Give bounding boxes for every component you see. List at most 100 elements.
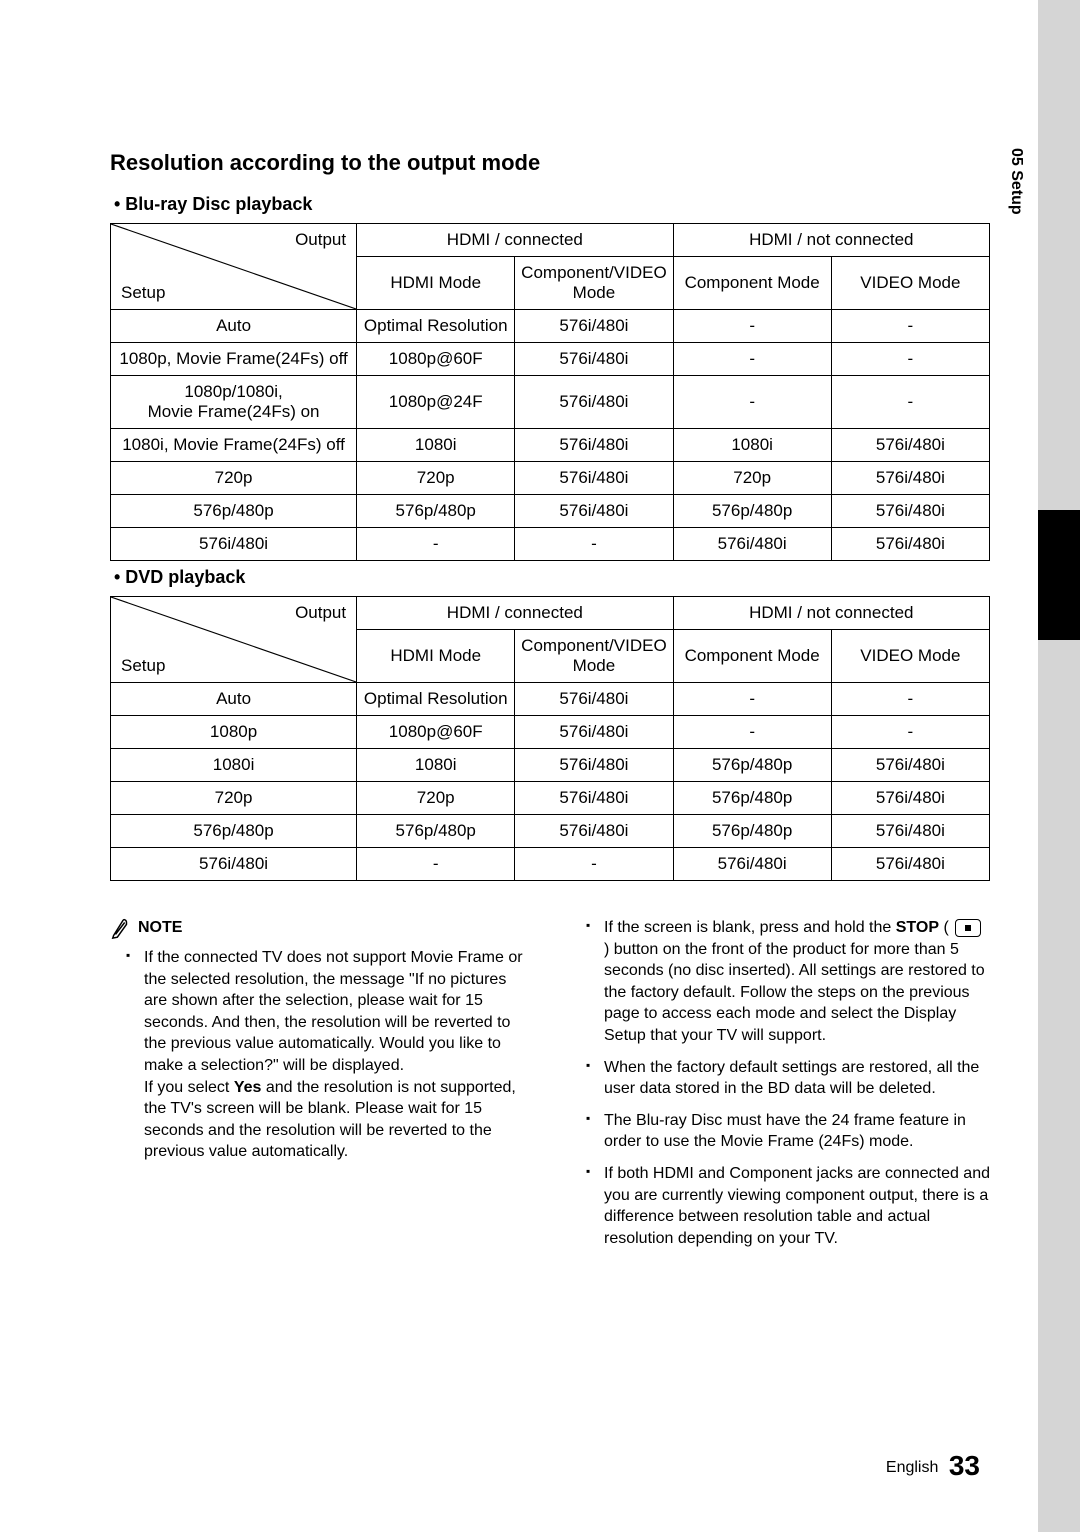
table-row: 1080i1080i576i/480i576p/480p576i/480i — [111, 749, 990, 782]
table-cell: 1080p@24F — [357, 376, 515, 429]
table-cell: Optimal Resolution — [357, 683, 515, 716]
notes-section: NOTE If the connected TV does not suppor… — [110, 917, 990, 1259]
header-output: Output — [295, 603, 346, 623]
table-cell: 576i/480i — [673, 528, 831, 561]
resolution-table: Output Setup HDMI / connected HDMI / not… — [110, 223, 990, 561]
table-cell: 576i/480i — [515, 376, 673, 429]
note-heading: NOTE — [110, 917, 530, 939]
table-cell: 576i/480i — [831, 462, 989, 495]
table-cell: - — [357, 528, 515, 561]
header-comp-video-mode: Component/VIDEO Mode — [515, 630, 673, 683]
table-cell: 1080p@60F — [357, 716, 515, 749]
table-cell: 576i/480i — [515, 716, 673, 749]
page-footer: English 33 — [886, 1450, 980, 1482]
table-cell: 576p/480p — [673, 495, 831, 528]
table-row: 576p/480p576p/480p576i/480i576p/480p576i… — [111, 495, 990, 528]
table-cell: - — [515, 528, 673, 561]
table-row: 1080p1080p@60F576i/480i-- — [111, 716, 990, 749]
table-cell: 720p — [673, 462, 831, 495]
table-row: 1080p/1080i,Movie Frame(24Fs) on1080p@24… — [111, 376, 990, 429]
header-setup: Setup — [121, 656, 165, 676]
table-cell: - — [831, 716, 989, 749]
table-row: 1080i, Movie Frame(24Fs) off1080i576i/48… — [111, 429, 990, 462]
header-hdmi-mode: HDMI Mode — [357, 257, 515, 310]
table-cell: 576i/480i — [515, 749, 673, 782]
table-cell: 576i/480i — [831, 782, 989, 815]
table-cell: 576p/480p — [111, 815, 357, 848]
table-cell: 1080i — [673, 429, 831, 462]
table-cell: - — [515, 848, 673, 881]
footer-lang: English — [886, 1459, 938, 1476]
header-hdmi-not-connected: HDMI / not connected — [673, 224, 989, 257]
table-cell: 576i/480i — [831, 528, 989, 561]
diag-header: Output Setup — [111, 224, 357, 310]
table-row: AutoOptimal Resolution576i/480i-- — [111, 683, 990, 716]
table-cell: 1080i, Movie Frame(24Fs) off — [111, 429, 357, 462]
note-item: If the connected TV does not support Mov… — [144, 947, 530, 1163]
table-cell: - — [831, 310, 989, 343]
diag-header: Output Setup — [111, 597, 357, 683]
header-hdmi-connected: HDMI / connected — [357, 224, 673, 257]
header-hdmi-not-connected: HDMI / not connected — [673, 597, 989, 630]
table-cell: Auto — [111, 310, 357, 343]
table-cell: Auto — [111, 683, 357, 716]
table-cell: 1080p — [111, 716, 357, 749]
table-cell: 1080i — [111, 749, 357, 782]
header-output: Output — [295, 230, 346, 250]
notes-right-list: If the screen is blank, press and hold t… — [570, 917, 990, 1249]
table-cell: 576i/480i — [111, 848, 357, 881]
table-cell: 576i/480i — [831, 815, 989, 848]
note-item: If both HDMI and Component jacks are con… — [604, 1163, 990, 1249]
table-cell: Optimal Resolution — [357, 310, 515, 343]
table-cell: 720p — [357, 462, 515, 495]
header-setup: Setup — [121, 283, 165, 303]
table-cell: 576i/480i — [515, 462, 673, 495]
table-row: 576p/480p576p/480p576i/480i576p/480p576i… — [111, 815, 990, 848]
table-cell: 1080p, Movie Frame(24Fs) off — [111, 343, 357, 376]
header-hdmi-mode: HDMI Mode — [357, 630, 515, 683]
header-video-mode: VIDEO Mode — [831, 257, 989, 310]
table-cell: - — [831, 376, 989, 429]
table-row: 720p720p576i/480i576p/480p576i/480i — [111, 782, 990, 815]
table-cell: 576i/480i — [831, 429, 989, 462]
table-cell: - — [673, 310, 831, 343]
table-cell: 576p/480p — [673, 749, 831, 782]
table-cell: 576p/480p — [673, 782, 831, 815]
note-item: The Blu-ray Disc must have the 24 frame … — [604, 1110, 990, 1153]
table-row: 576i/480i--576i/480i576i/480i — [111, 528, 990, 561]
page-content: Resolution according to the output mode … — [0, 0, 1080, 1319]
notes-left-column: NOTE If the connected TV does not suppor… — [110, 917, 530, 1259]
table-cell: 576i/480i — [831, 848, 989, 881]
table-cell: - — [673, 683, 831, 716]
table-cell: - — [831, 683, 989, 716]
table-cell: 720p — [111, 462, 357, 495]
footer-page: 33 — [949, 1450, 980, 1481]
note-item: When the factory default settings are re… — [604, 1057, 990, 1100]
table-cell: - — [673, 716, 831, 749]
header-comp-video-mode: Component/VIDEO Mode — [515, 257, 673, 310]
table-cell: - — [831, 343, 989, 376]
table-row: 1080p, Movie Frame(24Fs) off1080p@60F576… — [111, 343, 990, 376]
table-row: AutoOptimal Resolution576i/480i-- — [111, 310, 990, 343]
table-caption: • DVD playback — [114, 567, 990, 588]
note-item: If the screen is blank, press and hold t… — [604, 917, 990, 1047]
table-cell: 576p/480p — [357, 815, 515, 848]
table-cell: - — [673, 376, 831, 429]
table-cell: 1080p@60F — [357, 343, 515, 376]
table-cell: 576i/480i — [831, 749, 989, 782]
table-cell: 1080i — [357, 429, 515, 462]
table-cell: 576p/480p — [357, 495, 515, 528]
note-icon — [110, 917, 132, 939]
header-video-mode: VIDEO Mode — [831, 630, 989, 683]
table-cell: 1080p/1080i,Movie Frame(24Fs) on — [111, 376, 357, 429]
table-cell: 720p — [357, 782, 515, 815]
table-cell: 720p — [111, 782, 357, 815]
table-cell: 576i/480i — [515, 782, 673, 815]
table-cell: 576i/480i — [515, 495, 673, 528]
notes-right-column: If the screen is blank, press and hold t… — [570, 917, 990, 1259]
table-cell: 576p/480p — [673, 815, 831, 848]
table-cell: 576i/480i — [673, 848, 831, 881]
table-cell: 1080i — [357, 749, 515, 782]
table-row: 576i/480i--576i/480i576i/480i — [111, 848, 990, 881]
table-cell: - — [357, 848, 515, 881]
